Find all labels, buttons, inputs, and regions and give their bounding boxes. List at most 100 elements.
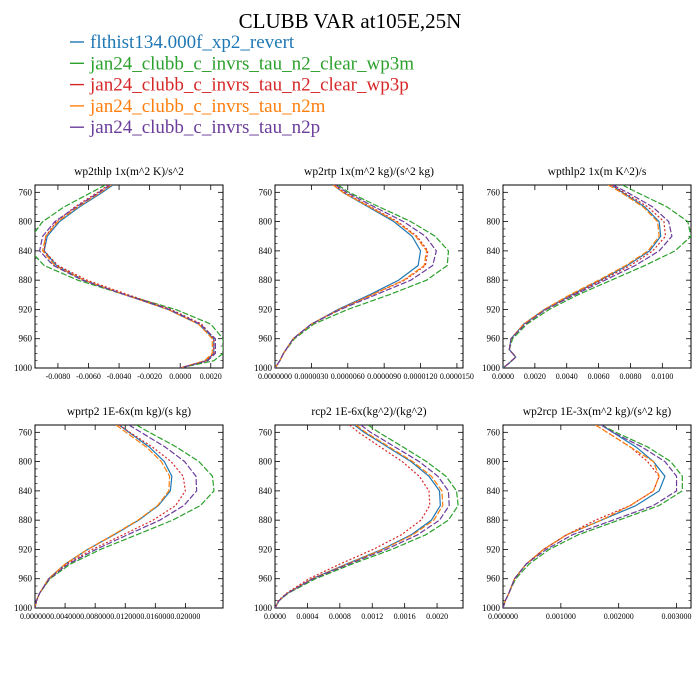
plot-frame [502, 184, 692, 369]
panel-title: rcp2 1E-6x(kg^2)/(kg^2) [311, 406, 426, 418]
panel-title: wprtp2 1E-6x(m kg)/(s kg) [67, 406, 191, 418]
panel-wp2rcp: wp2rcp 1E-3x(m^2 kg)/(s^2 kg) 760 800 840 88… [482, 406, 692, 621]
series-line [43, 185, 215, 368]
panel-units: 1x(m^2 kg)/(s^2 kg) [337, 166, 435, 178]
y-tick-label: 880 [19, 515, 33, 525]
panel-wp2rtp: wp2rtp 1x(m^2 kg)/(s^2 kg) 760 800 840 880 92… [254, 166, 474, 381]
x-tick-label: 0.0080 [619, 372, 641, 381]
legend-label: flthist134.000f_xp2_revert [90, 32, 295, 53]
series-line [38, 185, 216, 368]
series-line [503, 185, 673, 368]
y-tick-label: 920 [259, 304, 273, 314]
y-tick-label: 760 [259, 427, 273, 437]
x-tick-label: 0.0008 [329, 612, 351, 621]
x-tick-label: 0.000000 [488, 612, 518, 621]
series-line [275, 425, 444, 608]
y-tick-label: 760 [487, 427, 501, 437]
x-tick-label: 0.020000 [170, 612, 200, 621]
panel-rcp2: rcp2 1E-6x(kg^2)/(kg^2) 760 800 840 880 920 96… [254, 406, 464, 621]
y-tick-label: 840 [259, 246, 273, 256]
series-line [275, 185, 437, 368]
x-tick-label: 0.0000000 [258, 372, 292, 381]
legend: flthist134.000f_xp2_revertjan24_clubb_c_… [70, 32, 414, 138]
y-tick-label: 1000 [254, 603, 273, 613]
y-tick-label: 840 [19, 486, 33, 496]
legend-entry: flthist134.000f_xp2_revert [70, 32, 295, 53]
x-tick-label: 0.0000 [169, 372, 191, 381]
series-group [275, 425, 459, 608]
y-tick-label: 880 [487, 275, 501, 285]
y-tick-label: 1000 [14, 363, 33, 373]
x-tick-label: -0.0060 [76, 372, 101, 381]
panel-variable: wp2rcp [523, 406, 558, 418]
x-tick-label: 0.0040 [556, 372, 578, 381]
y-tick-label: 760 [19, 187, 33, 197]
panel-title: wp2rtp 1x(m^2 kg)/(s^2 kg) [304, 166, 434, 178]
y-tick-label: 800 [487, 457, 501, 467]
panel-title: wpthlp2 1x(m K^2)/s [548, 166, 647, 178]
y-tick-label: 880 [19, 275, 33, 285]
legend-entry: jan24_clubb_c_invrs_tau_n2_clear_wp3m [70, 53, 414, 74]
y-tick-label: 800 [487, 217, 501, 227]
legend-label: jan24_clubb_c_invrs_tau_n2_clear_wp3m [89, 53, 414, 74]
y-tick-label: 920 [487, 544, 501, 554]
x-tick-label: 0.016000 [140, 612, 170, 621]
y-tick-label: 840 [487, 246, 501, 256]
x-tick-label: 0.008000 [80, 612, 110, 621]
x-tick-label: 0.0000090 [367, 372, 401, 381]
y-tick-label: 1000 [482, 363, 501, 373]
x-tick-label: -0.0080 [46, 372, 71, 381]
series-line [275, 425, 441, 608]
x-tick-label: 0.001000 [546, 612, 576, 621]
y-tick-label: 800 [259, 217, 273, 227]
series-group [35, 185, 223, 368]
legend-label: jan24_clubb_c_invrs_tau_n2p [89, 117, 320, 138]
legend-entry: jan24_clubb_c_invrs_tau_n2m [70, 96, 326, 117]
x-tick-label: 0.003000 [662, 612, 692, 621]
series-line [503, 185, 667, 368]
x-tick-label: 0.0020 [200, 372, 222, 381]
x-tick-label: 0.012000 [110, 612, 140, 621]
legend-label: jan24_clubb_c_invrs_tau_n2_clear_wp3p [89, 75, 409, 96]
series-group [503, 185, 691, 368]
x-tick-label: 0.0020 [524, 372, 546, 381]
series-line [41, 185, 213, 368]
x-tick-label: 0.0016 [394, 612, 416, 621]
series-group [503, 425, 683, 608]
panel-units: 1E-6x(kg^2)/(kg^2) [332, 406, 427, 418]
y-tick-label: 800 [259, 457, 273, 467]
panel-units: 1x(m^2 K)/s^2 [112, 166, 184, 178]
legend-entry: jan24_clubb_c_invrs_tau_n2p [70, 117, 320, 138]
plot-frame [274, 184, 464, 369]
x-tick-label: 0.0000150 [440, 372, 474, 381]
series-line [275, 425, 459, 608]
panel-variable: wp2rtp [304, 166, 337, 178]
y-tick-label: 840 [19, 246, 33, 256]
y-tick-label: 800 [19, 217, 33, 227]
y-tick-label: 760 [487, 187, 501, 197]
x-tick-label: -0.0020 [137, 372, 162, 381]
series-line [503, 425, 678, 608]
plot-frame [502, 424, 692, 609]
x-tick-label: 0.0000030 [294, 372, 328, 381]
panel-units: 1x(m K^2)/s [585, 166, 647, 178]
panel-variable: wp2thlp [74, 166, 112, 178]
panel-variable: rcp2 [311, 406, 332, 418]
plot-frame [34, 184, 224, 369]
panel-title: wp2thlp 1x(m^2 K)/s^2 [74, 166, 184, 178]
y-tick-label: 920 [259, 544, 273, 554]
y-tick-label: 1000 [254, 363, 273, 373]
y-tick-label: 800 [19, 457, 33, 467]
y-tick-label: 960 [487, 574, 501, 584]
y-tick-label: 920 [487, 304, 501, 314]
y-tick-label: 960 [19, 334, 33, 344]
y-tick-label: 960 [487, 334, 501, 344]
series-line [503, 425, 660, 608]
y-tick-label: 880 [487, 515, 501, 525]
panel-variable: wprtp2 [67, 406, 100, 418]
panel-wprtp2: wprtp2 1E-6x(m kg)/(s kg) 760 800 840 880 920… [14, 406, 224, 621]
y-tick-label: 840 [487, 486, 501, 496]
x-tick-label: 0.0000060 [331, 372, 365, 381]
panel-title: wp2rcp 1E-3x(m^2 kg)/(s^2 kg) [523, 406, 672, 418]
